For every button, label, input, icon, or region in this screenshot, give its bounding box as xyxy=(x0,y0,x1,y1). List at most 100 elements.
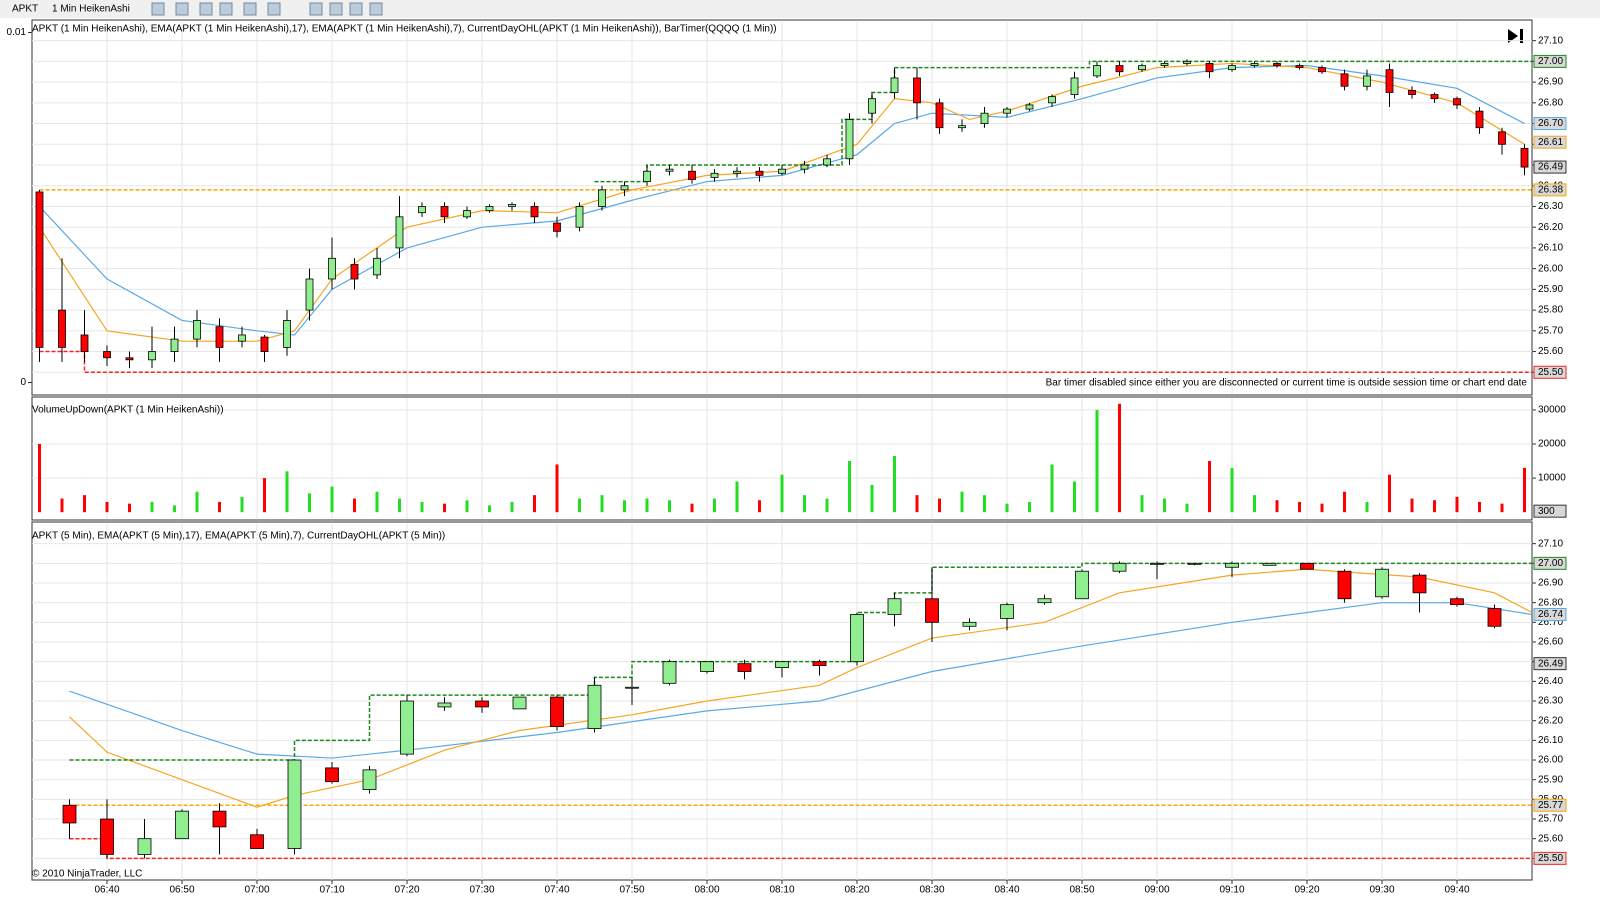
y-tick-label: 25.60 xyxy=(1538,833,1563,844)
bar-timer-note: Bar timer disabled since either you are … xyxy=(1046,378,1528,389)
volume-bar xyxy=(1523,467,1526,513)
volume-bar xyxy=(1230,467,1234,513)
price-marker-label: 27.00 xyxy=(1538,558,1563,569)
volume-bar xyxy=(1095,409,1099,513)
candle-body xyxy=(485,206,494,212)
scroll-end-button[interactable] xyxy=(1508,29,1523,43)
candle-body xyxy=(553,222,561,232)
price-marker-label: 26.74 xyxy=(1538,609,1563,620)
candle-body xyxy=(238,334,246,342)
x-tick-label: 07:40 xyxy=(544,885,569,896)
y-tick-label: 25.70 xyxy=(1538,325,1563,336)
candle-body xyxy=(1273,63,1281,66)
y-tick-label: 26.60 xyxy=(1538,637,1563,648)
candle-body xyxy=(823,158,831,166)
candle-body xyxy=(328,257,336,280)
volume-bar xyxy=(1163,498,1166,513)
candle-body xyxy=(440,206,449,218)
candle-body xyxy=(1408,89,1416,95)
candle-body xyxy=(935,102,944,129)
volume-bar xyxy=(1005,503,1009,513)
volume-bar xyxy=(38,444,41,513)
volume-bar xyxy=(195,491,199,513)
ohl-level xyxy=(39,350,1532,374)
y-tick-label: 26.40 xyxy=(1538,676,1563,687)
candle-body xyxy=(1262,562,1277,566)
draw-icon[interactable] xyxy=(175,2,189,16)
volume-bar xyxy=(1028,501,1031,513)
candle-body xyxy=(250,834,264,849)
candle-body xyxy=(1475,110,1484,129)
volume-bar xyxy=(825,498,829,513)
candle-body xyxy=(688,170,696,180)
zoom-icon[interactable] xyxy=(199,2,213,16)
candle-body xyxy=(58,309,66,348)
candle-body xyxy=(700,661,714,672)
y-tick-label: 25.70 xyxy=(1538,814,1563,825)
properties-icon[interactable] xyxy=(349,2,363,16)
candle-body xyxy=(1115,65,1124,73)
y-tick-label: 10000 xyxy=(1538,473,1566,484)
y-tick-label: 27.10 xyxy=(1538,538,1563,549)
candle-body xyxy=(620,185,629,191)
volume-bar xyxy=(623,500,626,513)
price-panel-frame xyxy=(31,19,1533,396)
price-marker-label: 26.49 xyxy=(1538,658,1563,669)
find-icon[interactable] xyxy=(267,2,281,16)
volume-bar xyxy=(1410,498,1414,513)
volume-bar xyxy=(578,498,581,513)
volume-bar xyxy=(510,501,514,513)
strategies-icon[interactable] xyxy=(329,2,343,16)
indicators-icon[interactable] xyxy=(309,2,323,16)
candle-body xyxy=(1225,562,1239,568)
price-marker xyxy=(1533,607,1567,621)
candle-body xyxy=(1363,75,1371,87)
candle-body xyxy=(103,351,111,359)
price-marker xyxy=(1533,365,1567,379)
candle-body xyxy=(958,125,966,129)
volume-bar xyxy=(713,498,716,513)
volume-bar xyxy=(1140,495,1144,513)
candle-body xyxy=(1250,63,1259,66)
volume-bar xyxy=(780,474,784,513)
volume-bar xyxy=(938,498,941,513)
volume-bar xyxy=(668,500,671,513)
volume-bar xyxy=(128,503,131,513)
price-marker-label: 300 xyxy=(1538,506,1555,517)
price-marker-label: 26.38 xyxy=(1538,185,1563,196)
x-tick-label: 08:50 xyxy=(1069,885,1094,896)
volume-bar xyxy=(173,505,176,513)
y-tick-label: 27.10 xyxy=(1538,35,1563,46)
y-tick-label: 26.90 xyxy=(1538,77,1563,88)
price-marker-label: 27.00 xyxy=(1538,56,1563,67)
y-tick-label: 26.10 xyxy=(1538,735,1563,746)
plot-layer: 06:40 06:50 07:00 07:10 07:20 07:30 07:40 07:50… xyxy=(7,22,1567,896)
data-box-icon[interactable] xyxy=(369,2,383,16)
zoom-icon[interactable] xyxy=(219,2,233,16)
x-tick-label: 08:30 xyxy=(919,885,944,896)
volume-bar xyxy=(218,501,221,513)
copyright: © 2010 NinjaTrader, LLC xyxy=(32,869,142,880)
bar-type-icon[interactable] xyxy=(151,2,165,16)
y-tick-label: 26.30 xyxy=(1538,696,1563,707)
volume-bar xyxy=(915,495,919,513)
price-marker-label: 25.77 xyxy=(1538,800,1563,811)
play-icon xyxy=(1508,29,1518,43)
candle-body xyxy=(418,206,426,214)
x-tick-label: 07:10 xyxy=(319,885,344,896)
candle-body xyxy=(775,661,789,668)
y-tick-label: 26.00 xyxy=(1538,263,1563,274)
volume-bar xyxy=(60,498,64,513)
interval-selector[interactable]: 1 Min HeikenAshi xyxy=(52,4,130,15)
volume-bar xyxy=(398,498,401,513)
crosshair-icon[interactable] xyxy=(243,2,257,16)
candle-body xyxy=(1025,104,1034,110)
candle-body xyxy=(962,621,977,627)
symbol-selector[interactable]: APKT xyxy=(12,4,38,15)
volume-bar xyxy=(83,495,86,513)
y-tick-label: 26.80 xyxy=(1538,97,1563,108)
x-tick-label: 08:40 xyxy=(994,885,1019,896)
volume-bar xyxy=(1118,403,1121,513)
volume-bar xyxy=(893,455,896,513)
candle-body xyxy=(1337,570,1352,600)
